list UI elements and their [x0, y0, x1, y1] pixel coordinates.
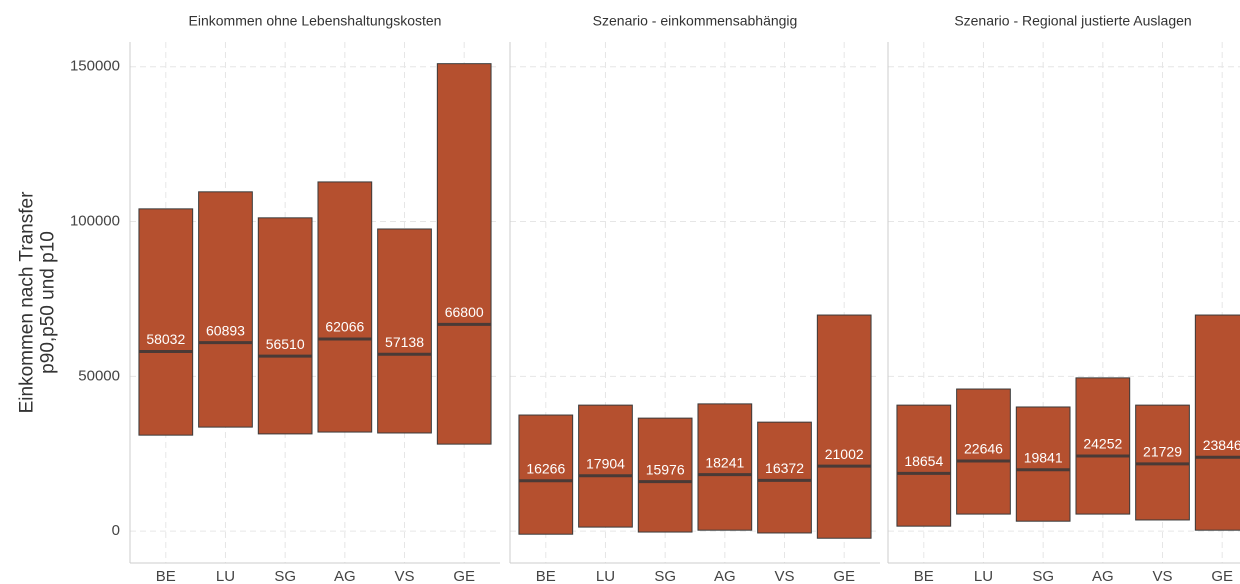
x-tick-label: LU [974, 568, 993, 584]
bar [697, 403, 753, 531]
x-tick-label: SG [274, 568, 296, 584]
value-label: 57138 [385, 334, 424, 350]
bar [1075, 377, 1131, 515]
x-tick-label: AG [334, 568, 356, 584]
bar [578, 404, 633, 528]
bar [757, 421, 812, 534]
bar [257, 217, 313, 435]
x-tick-label: BE [156, 568, 176, 584]
bar [377, 228, 432, 434]
y-tick-label: 100000 [70, 213, 120, 230]
bar [637, 417, 693, 533]
panel-title: Szenario - Regional justierte Auslagen [954, 13, 1191, 29]
y-tick-label: 0 [112, 522, 120, 539]
value-label: 18654 [904, 453, 943, 469]
value-label: 19841 [1024, 449, 1063, 465]
y-tick-label: 150000 [70, 58, 120, 75]
value-label: 16266 [526, 460, 565, 476]
value-label: 62066 [325, 319, 364, 335]
x-tick-label: VS [1153, 568, 1173, 584]
value-label: 56510 [266, 336, 305, 352]
bar [138, 208, 194, 436]
bar [1015, 406, 1071, 522]
bar [198, 191, 253, 428]
value-label: 18241 [705, 454, 744, 470]
value-label: 16372 [765, 460, 804, 476]
x-tick-label: LU [216, 568, 235, 584]
x-tick-label: LU [596, 568, 615, 584]
value-label: 66800 [445, 304, 484, 320]
x-tick-label: VS [775, 568, 795, 584]
bar [896, 404, 952, 527]
value-label: 24252 [1083, 436, 1122, 452]
x-tick-label: BE [536, 568, 556, 584]
value-label: 23846 [1203, 437, 1240, 453]
bar [317, 181, 373, 433]
value-label: 60893 [206, 322, 245, 338]
bar [816, 314, 872, 539]
value-label: 15976 [646, 461, 685, 477]
x-tick-label: GE [833, 568, 855, 584]
bar [956, 388, 1011, 515]
panel-title: Szenario - einkommensabhängig [593, 13, 798, 29]
value-label: 17904 [586, 455, 625, 471]
x-tick-label: SG [1032, 568, 1054, 584]
x-tick-label: GE [453, 568, 475, 584]
x-tick-label: AG [714, 568, 736, 584]
x-tick-label: VS [395, 568, 415, 584]
bar [1194, 314, 1240, 531]
x-tick-label: SG [654, 568, 676, 584]
y-tick-label: 50000 [78, 367, 120, 384]
value-label: 21729 [1143, 444, 1182, 460]
bar [518, 414, 574, 535]
bar [436, 63, 492, 445]
x-tick-label: BE [914, 568, 934, 584]
value-label: 22646 [964, 441, 1003, 457]
x-tick-label: GE [1211, 568, 1233, 584]
x-tick-label: AG [1092, 568, 1114, 584]
y-axis-label: Einkommen nach Transferp90,p50 und p10 [17, 191, 59, 413]
panel-title: Einkommen ohne Lebenshaltungskosten [189, 13, 442, 29]
value-label: 21002 [825, 446, 864, 462]
value-label: 58032 [146, 331, 185, 347]
